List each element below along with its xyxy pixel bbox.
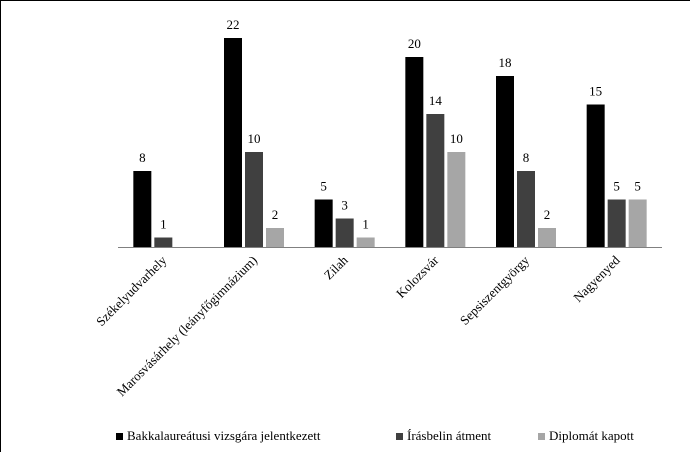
data-label: 18 [499, 55, 512, 70]
bar [245, 152, 263, 247]
bar [356, 237, 375, 247]
legend-swatch [538, 433, 545, 440]
category-label: Sepsiszentgyörgy [457, 252, 533, 328]
legend-label: Írásbelin átment [407, 428, 491, 443]
bar [496, 76, 514, 247]
bar [405, 57, 424, 247]
legend-label: Bakkalaureátusi vizsgára jelentkezett [127, 428, 321, 443]
data-label: 5 [613, 179, 620, 194]
bar [335, 218, 354, 247]
bar [447, 152, 466, 247]
bar [538, 228, 556, 247]
data-label: 10 [450, 131, 463, 146]
bar [586, 104, 605, 247]
legend-swatch [396, 433, 403, 440]
data-label: 14 [429, 93, 443, 108]
data-label: 10 [248, 131, 261, 146]
data-label: 1 [362, 217, 369, 232]
category-label: Nagyenyed [570, 252, 623, 305]
category-label: Székelyudvarhely [93, 252, 170, 329]
data-label: 8 [523, 150, 530, 165]
data-label: 2 [272, 207, 279, 222]
bar [154, 237, 173, 247]
bar [266, 228, 284, 247]
category-label: Kolozsvár [393, 252, 442, 301]
data-label: 5 [320, 179, 327, 194]
legend-label: Diplomát kapott [549, 428, 634, 443]
data-label: 3 [341, 198, 348, 213]
data-label: 1 [160, 217, 167, 232]
bar [628, 199, 647, 247]
data-label: 20 [408, 36, 421, 51]
bar [133, 171, 152, 247]
data-label: 8 [139, 150, 146, 165]
category-label: Zilah [321, 252, 351, 282]
data-label: 15 [589, 84, 602, 99]
data-label: 2 [544, 207, 551, 222]
bar [426, 114, 445, 247]
bar [517, 171, 535, 247]
data-label: 5 [634, 179, 641, 194]
bar [607, 199, 626, 247]
bar [314, 199, 333, 247]
bar [224, 38, 242, 247]
data-label: 22 [227, 17, 240, 32]
legend-swatch [116, 433, 123, 440]
